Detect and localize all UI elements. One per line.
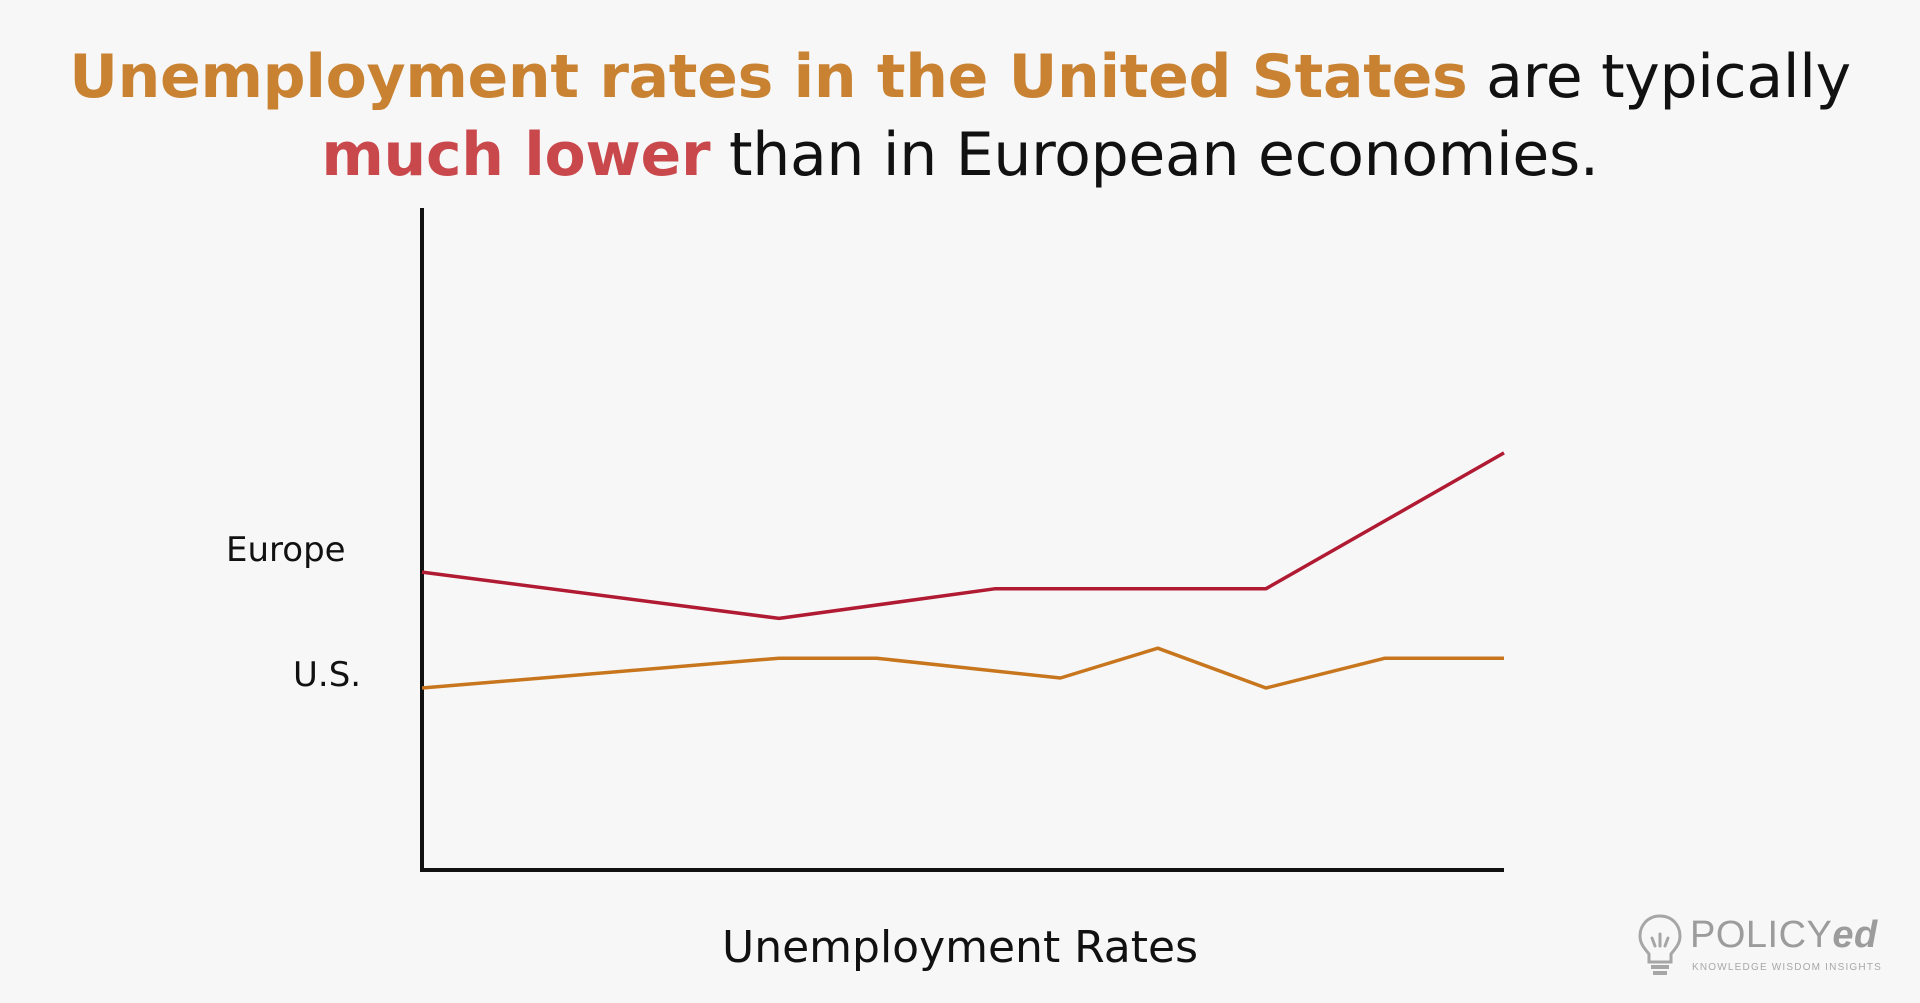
series-label-europe: Europe	[226, 530, 346, 570]
logo-wordmark: POLICYed	[1690, 914, 1878, 957]
logo-word-suffix: ed	[1832, 914, 1878, 956]
series-line-europe	[421, 451, 1505, 621]
title-text-1: are typically	[1467, 42, 1851, 112]
series-layer	[421, 451, 1505, 690]
title-highlight-us: Unemployment rates in the United States	[69, 42, 1468, 112]
policyed-logo: POLICYed KNOWLEDGE WISDOM INSIGHTS	[1630, 912, 1900, 982]
logo-word-main: POLICY	[1690, 914, 1833, 956]
slide-title: Unemployment rates in the United States …	[0, 38, 1920, 194]
series-line-u-s	[421, 646, 1504, 690]
logo-tagline: KNOWLEDGE WISDOM INSIGHTS	[1692, 962, 1883, 973]
title-text-2: than in European economies.	[710, 120, 1599, 190]
title-highlight-lower: much lower	[321, 120, 711, 190]
x-axis-label: Unemployment Rates	[721, 922, 1198, 973]
lightbulb-icon	[1638, 914, 1682, 975]
series-label-us: U.S.	[293, 655, 362, 695]
